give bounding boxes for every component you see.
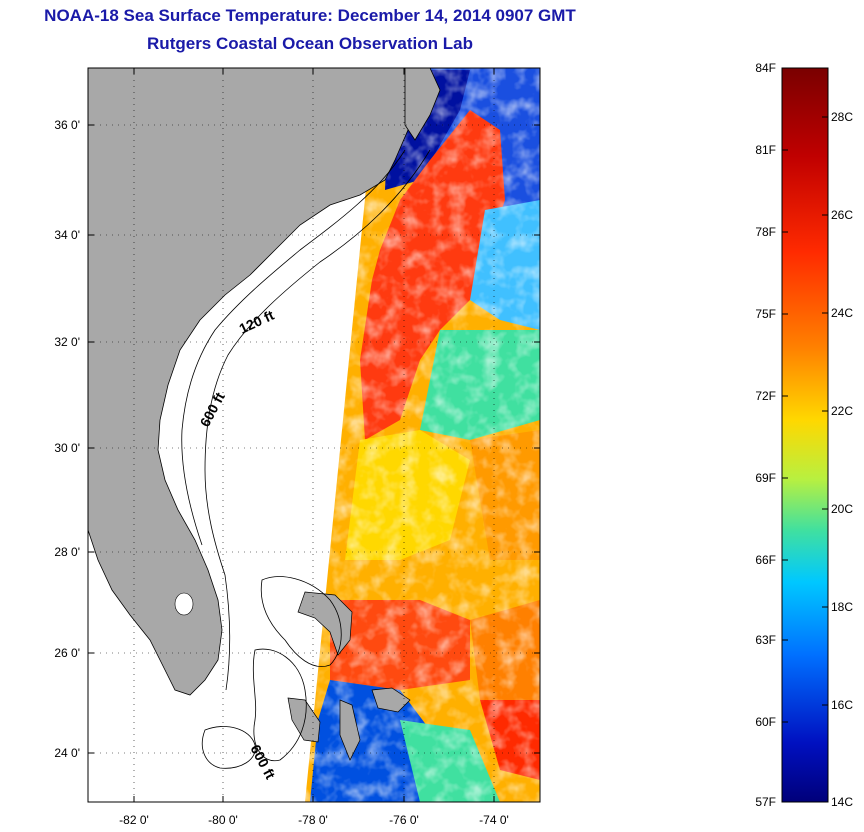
lon-label: -78 0' — [298, 813, 328, 827]
lat-label: 28 0' — [54, 545, 80, 559]
land-us-coast — [88, 68, 413, 696]
lat-label: 36 0' — [54, 118, 80, 132]
colorbar-f-label: 69F — [755, 471, 776, 485]
colorbar-c-label: 16C — [831, 698, 853, 712]
colorbar — [781, 67, 829, 803]
colorbar-f-label: 81F — [755, 143, 776, 157]
map-subtitle: Rutgers Coastal Ocean Observation Lab — [147, 34, 473, 53]
colorbar-celsius-labels: 28C 26C 24C 22C 20C 18C 16C 14C — [831, 110, 853, 809]
colorbar-f-label: 72F — [755, 389, 776, 403]
lat-label: 24 0' — [54, 746, 80, 760]
lat-label: 34 0' — [54, 228, 80, 242]
colorbar-f-label: 78F — [755, 225, 776, 239]
colorbar-f-label: 75F — [755, 307, 776, 321]
lat-label: 30 0' — [54, 441, 80, 455]
colorbar-c-label: 22C — [831, 404, 853, 418]
lon-label: -74 0' — [479, 813, 509, 827]
lon-label: -80 0' — [208, 813, 238, 827]
graticule — [88, 68, 540, 802]
colorbar-fahrenheit-labels: 84F 81F 78F 75F 72F 69F 66F 63F 60F 57F — [755, 61, 776, 809]
map-area: 120 ft 600 ft 600 ft — [88, 68, 540, 802]
frame-ticks — [88, 68, 540, 802]
lake-okeechobee — [174, 592, 194, 616]
map-frame — [87, 67, 541, 803]
lon-label: -82 0' — [119, 813, 149, 827]
colorbar-c-label: 28C — [831, 110, 853, 124]
bahamas-islands — [287, 591, 411, 761]
latitude-labels: 36 0' 34 0' 32 0' 30 0' 28 0' 26 0' 24 0… — [54, 118, 80, 760]
colorbar-ticks — [782, 116, 828, 723]
land-delmarva — [404, 68, 441, 141]
colorbar-f-label: 66F — [755, 553, 776, 567]
colorbar-f-label: 63F — [755, 633, 776, 647]
colorbar-c-label: 26C — [831, 208, 853, 222]
colorbar-c-label: 18C — [831, 600, 853, 614]
colorbar-f-label: 57F — [755, 795, 776, 809]
depth-contours — [181, 149, 431, 769]
colorbar-f-label: 84F — [755, 61, 776, 75]
colorbar-c-label: 14C — [831, 795, 853, 809]
map-title: NOAA-18 Sea Surface Temperature: Decembe… — [44, 6, 576, 25]
colorbar-c-label: 20C — [831, 502, 853, 516]
longitude-labels: -82 0' -80 0' -78 0' -76 0' -74 0' — [119, 813, 509, 827]
colorbar-c-label: 24C — [831, 306, 853, 320]
lat-label: 26 0' — [54, 646, 80, 660]
lat-label: 32 0' — [54, 335, 80, 349]
lon-label: -76 0' — [389, 813, 419, 827]
colorbar-f-label: 60F — [755, 715, 776, 729]
